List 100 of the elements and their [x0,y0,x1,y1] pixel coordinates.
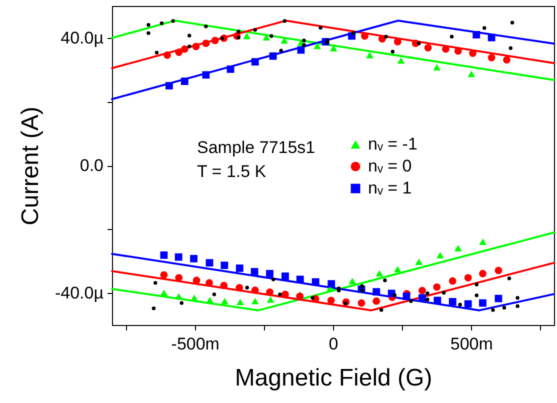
point [220,282,228,290]
point [279,48,283,53]
point [482,26,486,30]
point [253,28,257,32]
point [488,34,496,42]
point [236,264,244,272]
legend-label: nᵥ = 0 [368,156,412,176]
point [409,299,413,303]
point [190,294,198,302]
point [474,293,479,298]
point [171,19,175,23]
point [488,54,496,62]
point [282,290,289,298]
point [165,82,173,90]
point [348,278,356,284]
point [448,277,456,285]
point [336,288,341,292]
point [424,44,432,52]
annotation: T = 1.5 K [197,162,267,181]
point [327,296,335,304]
point [468,70,476,78]
point [236,30,240,34]
x-tick-label: 500m [450,334,493,354]
point [262,34,270,40]
point [220,262,228,270]
point [474,282,479,286]
point [269,52,277,60]
point [397,57,405,64]
point [152,306,156,310]
point [226,65,234,73]
point [503,56,510,64]
point [379,308,384,312]
point [318,26,322,30]
y-tick-label: 40.0µ [60,28,104,48]
point [392,293,396,297]
point [251,286,259,294]
point [516,304,520,308]
point [390,50,395,54]
point [458,302,462,306]
point [372,297,380,305]
point [436,252,444,258]
point [270,34,274,38]
y-tick-label: -40.0µ [54,284,104,303]
point [442,290,446,295]
point [187,44,192,48]
point [372,288,380,296]
point [366,52,374,58]
x-axis-title: Magnetic Field (G) [234,364,432,392]
point [297,46,305,54]
point [507,276,512,280]
point [312,278,320,286]
point [383,278,387,282]
point [160,271,168,279]
point [516,296,520,300]
point [180,45,188,53]
point [314,42,321,50]
point [448,298,456,306]
point [206,259,214,267]
point [175,274,183,282]
point [180,301,184,305]
point [376,270,384,277]
point [402,292,410,300]
legend-label: nᵥ = 1 [368,178,412,198]
point [236,284,244,292]
point [469,50,476,57]
point [454,244,462,252]
point [426,292,430,296]
point [174,253,182,261]
point [479,270,486,278]
y-tick-label: 0.0 [80,156,104,175]
point [479,238,486,245]
point [154,50,159,54]
point [464,274,472,282]
point [296,276,304,284]
point [187,34,192,38]
point [426,298,430,302]
point [360,284,364,288]
point [510,20,514,24]
point [464,300,472,308]
point [418,294,426,302]
point [328,280,336,288]
point [384,34,388,38]
point [394,38,402,46]
point [352,31,356,35]
point [479,299,486,307]
point [302,43,306,47]
point [180,78,188,85]
point [494,266,502,274]
point [251,58,259,66]
point [245,286,249,290]
point [211,36,219,44]
point [266,270,274,278]
point [250,268,258,276]
point [202,40,210,48]
point [502,306,506,310]
point [146,31,150,35]
point [310,296,314,300]
point [190,254,198,262]
point [450,34,454,38]
point [164,51,171,59]
